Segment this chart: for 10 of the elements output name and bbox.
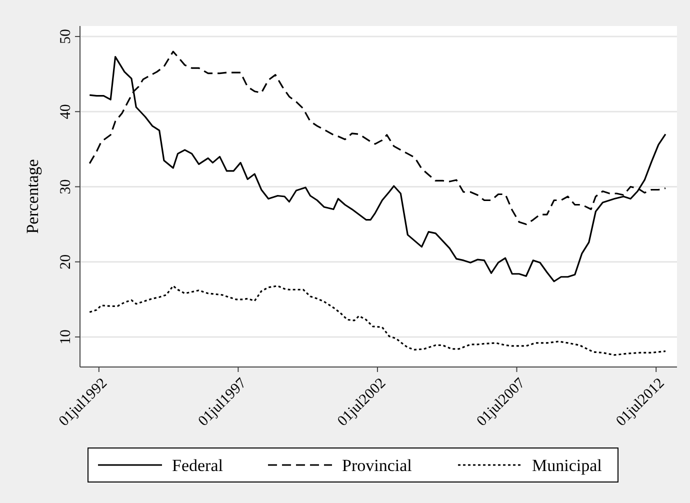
y-tick-label: 40 bbox=[58, 104, 74, 120]
legend-label: Federal bbox=[172, 456, 224, 475]
legend-label: Provincial bbox=[342, 456, 412, 475]
y-tick-label: 10 bbox=[58, 329, 74, 344]
y-tick-label: 20 bbox=[58, 254, 74, 270]
y-tick-label: 50 bbox=[58, 29, 74, 44]
y-axis-title: Percentage bbox=[23, 159, 42, 234]
y-tick-label: 30 bbox=[58, 179, 74, 194]
line-series bbox=[88, 285, 666, 356]
legend-label: Municipal bbox=[532, 456, 602, 475]
